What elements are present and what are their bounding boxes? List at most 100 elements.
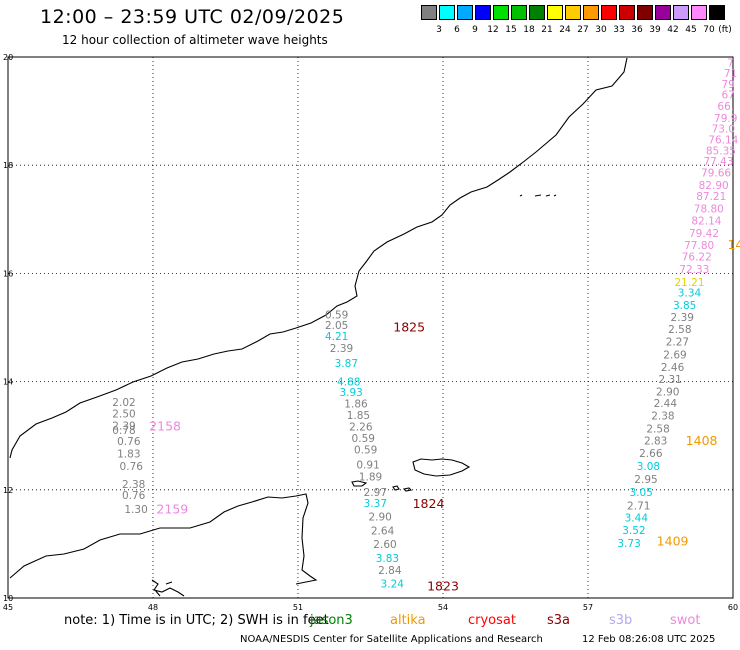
legend-value: 3 (436, 25, 442, 35)
wave-height-value: 3.44 (625, 513, 649, 525)
legend-swatch (421, 5, 437, 20)
axis-tick-labels: 45 48 51 54 57 60 20 18 16 14 12 10 (3, 53, 738, 612)
lon-tick-label: 48 (148, 603, 158, 612)
wave-height-value: 2.66 (639, 448, 663, 460)
wave-height-value: 85.35 (706, 145, 736, 157)
legend-value: 21 (541, 25, 553, 35)
lon-tick-label: 54 (438, 603, 448, 612)
page-subtitle: 12 hour collection of altimeter wave hei… (62, 33, 328, 47)
satellite-name: swot (670, 613, 701, 628)
lat-tick-label: 16 (3, 269, 13, 278)
map-frame (7, 56, 734, 599)
legend-value: 9 (472, 25, 478, 35)
coastline (9, 57, 628, 597)
wave-height-value: 79 (721, 79, 734, 91)
legend-swatch (457, 5, 473, 20)
somali-islets (151, 579, 185, 597)
legend-swatch (655, 5, 671, 20)
legend-value: 33 (613, 25, 625, 35)
satellite-name: altika (390, 613, 426, 628)
wave-height-value: 3.24 (381, 579, 405, 591)
socotra-island (412, 458, 471, 477)
wave-height-value: 3.05 (629, 487, 652, 499)
wave-height-value: 0.91 (356, 460, 379, 472)
wave-height-value: 0.76 (122, 490, 146, 502)
wave-height-value: 2.90 (656, 387, 679, 399)
legend-value: 24 (559, 25, 571, 35)
wave-height-value: 2.44 (654, 398, 678, 410)
wave-height-value: 76.14 (708, 135, 738, 147)
lon-tick-label: 45 (3, 603, 13, 612)
wave-height-value: 0.59 (352, 433, 375, 445)
wave-height-value: 2.05 (325, 320, 348, 332)
legend-swatch (529, 5, 545, 20)
darsah-island (402, 487, 413, 492)
altimeter-track-values: 0.592.054.212.393.874.883.931.861.852.26… (112, 58, 738, 591)
pass-number: 1408 (686, 433, 718, 448)
pass-number: 1824 (413, 496, 445, 511)
satellite-name: s3a (547, 613, 571, 628)
arabian-coastline (9, 57, 628, 459)
satellite-name: s3b (609, 613, 633, 628)
wave-height-value: 76.22 (682, 251, 712, 263)
wave-height-value: 2.02 (112, 397, 135, 409)
legend-value: 12 (487, 25, 499, 35)
pass-number-labels: 1825 1824 1823 2158 2159 1408 1409 14 (149, 237, 740, 593)
wave-height-value: 2.39 (671, 312, 694, 324)
wave-height-value: 73.0 (712, 124, 735, 136)
wave-height-value: 71 (724, 68, 737, 80)
wave-height-value: 66. (717, 101, 734, 113)
wave-height-value: 0.78 (112, 425, 135, 437)
legend-value: 42 (667, 25, 679, 35)
wave-height-value: 3.52 (622, 525, 645, 537)
legend-swatch (583, 5, 599, 20)
wave-height-value: 2.38 (651, 410, 674, 422)
wave-height-value: 21.21 (674, 277, 704, 289)
wave-height-value: 3.93 (339, 387, 362, 399)
wave-height-value: 0.59 (354, 445, 377, 457)
lat-tick-label: 10 (3, 594, 13, 603)
pass-number: 1409 (657, 534, 689, 549)
legend-swatch (547, 5, 563, 20)
legend-value: 18 (523, 25, 535, 35)
wave-height-value: 3.83 (376, 553, 399, 565)
samhah-island (392, 485, 400, 491)
satellite-name: jason3 (310, 613, 353, 628)
wave-height-value: 78.80 (694, 203, 724, 215)
pass-number: 2159 (156, 502, 188, 517)
wave-height-value: 2.83 (644, 435, 667, 447)
wave-height-value: 2.39 (330, 343, 353, 355)
wave-height-value: 1.86 (344, 399, 368, 411)
legend-value: 36 (631, 25, 643, 35)
wave-height-value: 0.76 (120, 461, 144, 473)
wave-height-value: 77.80 (684, 240, 714, 252)
legend-value: 6 (454, 25, 460, 35)
legend-swatch (493, 5, 509, 20)
legend-swatch (673, 5, 689, 20)
abd-al-kuri-island (351, 480, 368, 487)
somali-coastline (9, 493, 318, 585)
footer-credit: NOAA/NESDIS Center for Satellite Applica… (240, 634, 543, 645)
wave-height-value: 72.33 (679, 264, 709, 276)
wave-height-value: 2.95 (634, 474, 657, 486)
wave-height-value: 3.37 (364, 498, 387, 510)
legend-units: (ft) (718, 25, 732, 35)
wave-height-value: 3.08 (637, 461, 660, 473)
legend-value: 30 (595, 25, 607, 35)
wave-height-value: 7 (727, 58, 734, 70)
lat-tick-label: 12 (3, 486, 13, 495)
footer-timestamp: 12 Feb 08:26:08 UTC 2025 (582, 634, 716, 645)
legend-swatch (475, 5, 491, 20)
wave-height-value: 87.21 (696, 191, 726, 203)
legend-swatch (601, 5, 617, 20)
wave-height-value: 2.97 (364, 487, 387, 499)
wave-height-value: 2.31 (658, 374, 681, 386)
legend-value: 45 (685, 25, 697, 35)
wave-height-value: 2.27 (666, 336, 689, 348)
pass-number: 1823 (427, 578, 459, 593)
wave-height-value: 82.14 (691, 216, 721, 228)
wave-height-value: 1.30 (124, 504, 147, 516)
wave-height-value: 2.50 (112, 408, 135, 420)
satellite-name: cryosat (468, 613, 516, 628)
wave-height-value: 2.69 (663, 349, 686, 361)
